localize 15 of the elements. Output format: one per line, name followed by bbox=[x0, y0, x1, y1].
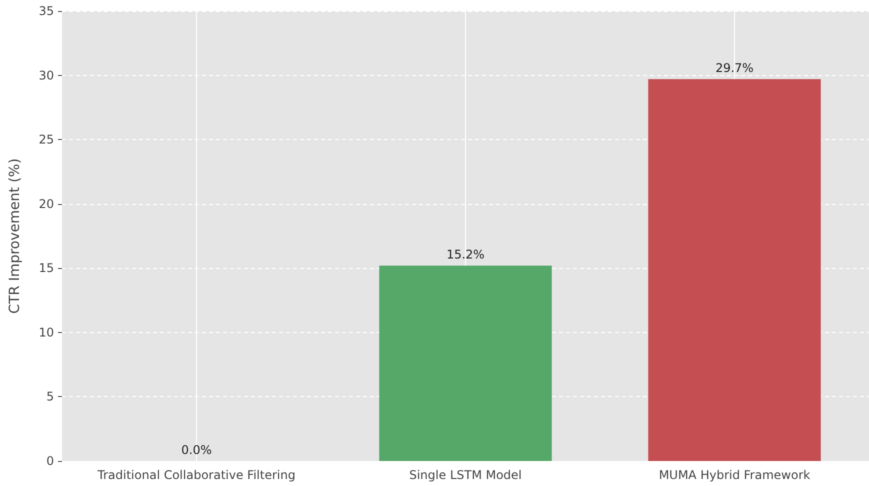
y-tick-label: 10 bbox=[38, 325, 54, 340]
y-tick-label: 35 bbox=[38, 4, 54, 18]
x-tick-label: Traditional Collaborative Filtering bbox=[96, 468, 296, 482]
data-label: 29.7% bbox=[715, 61, 754, 76]
y-tick-label: 20 bbox=[38, 196, 54, 211]
y-tick-label: 0 bbox=[46, 454, 54, 468]
y-tick-label: 25 bbox=[38, 132, 54, 147]
data-label: 15.2% bbox=[446, 248, 485, 262]
x-tick-label: MUMA Hybrid Framework bbox=[658, 468, 810, 482]
y-tick-label: 15 bbox=[38, 261, 54, 276]
x-tick-label: Single LSTM Model bbox=[409, 468, 522, 482]
y-tick-label: 5 bbox=[46, 390, 54, 404]
y-tick-label: 30 bbox=[38, 68, 54, 82]
y-axis-title: CTR Improvement (%) bbox=[7, 158, 23, 314]
data-label: 0.0% bbox=[181, 443, 212, 457]
